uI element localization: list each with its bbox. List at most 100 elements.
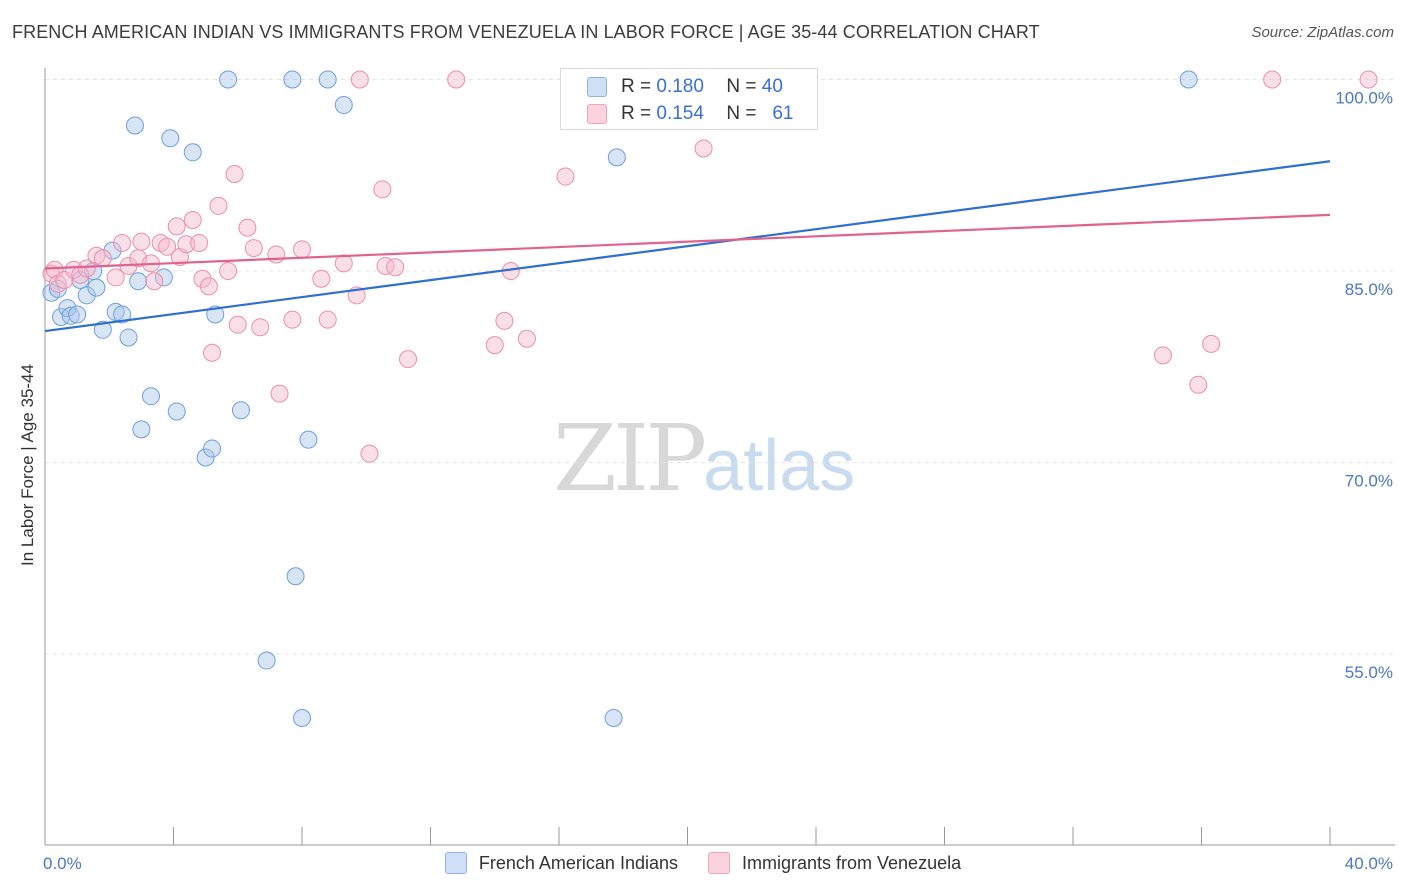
data-point-immigrants-from-venezuela xyxy=(1359,70,1378,89)
data-point-immigrants-from-venezuela xyxy=(267,245,286,264)
series-legend: French American Indians Immigrants from … xyxy=(0,852,1406,874)
y-tick-label: 85.0% xyxy=(1345,280,1393,299)
data-point-immigrants-from-venezuela xyxy=(350,70,369,89)
data-point-immigrants-from-venezuela xyxy=(312,269,331,288)
data-point-french-american-indians xyxy=(87,278,106,297)
data-point-immigrants-from-venezuela xyxy=(225,164,244,183)
x-tick-label: 0.0% xyxy=(43,854,82,873)
legend-label: Immigrants from Venezuela xyxy=(742,852,962,873)
x-tick-label: 40.0% xyxy=(1345,854,1393,873)
stats-legend: R = 0.180 N = 40 R = 0.154 N = 61 xyxy=(560,68,818,130)
data-point-french-american-indians xyxy=(68,305,87,324)
data-point-french-american-indians xyxy=(52,308,71,327)
data-point-immigrants-from-venezuela xyxy=(386,258,405,277)
data-point-immigrants-from-venezuela xyxy=(694,139,713,158)
n-label: N = xyxy=(726,103,757,124)
data-point-french-american-indians xyxy=(257,651,276,670)
data-point-immigrants-from-venezuela xyxy=(106,268,125,287)
data-point-immigrants-from-venezuela xyxy=(193,269,212,288)
legend-label: French American Indians xyxy=(478,852,678,873)
data-point-french-american-indians xyxy=(113,305,132,324)
data-point-french-american-indians xyxy=(142,387,161,406)
n-value: 61 xyxy=(772,103,794,124)
data-point-immigrants-from-venezuela xyxy=(376,256,395,275)
source-label: Source: ZipAtlas.com xyxy=(1251,24,1394,41)
data-point-immigrants-from-venezuela xyxy=(145,272,164,291)
trend-line-immigrants-from-venezuela xyxy=(44,213,1331,270)
n-label: N = xyxy=(726,76,757,97)
data-point-immigrants-from-venezuela xyxy=(93,249,112,268)
data-point-french-american-indians xyxy=(318,70,337,89)
data-point-french-american-indians xyxy=(183,143,202,162)
watermark: ZIPatlas xyxy=(553,405,855,512)
data-point-immigrants-from-venezuela xyxy=(209,196,228,215)
data-point-french-american-indians xyxy=(299,430,318,449)
data-point-french-american-indians xyxy=(119,328,138,347)
data-point-french-american-indians xyxy=(231,401,250,420)
legend-swatch-blue xyxy=(587,77,607,97)
trend-line-french-american-indians xyxy=(44,160,1331,333)
data-point-french-american-indians xyxy=(293,709,311,727)
data-point-french-american-indians xyxy=(1179,70,1198,89)
data-point-french-american-indians xyxy=(71,270,90,289)
data-point-immigrants-from-venezuela xyxy=(293,240,311,259)
data-point-immigrants-from-venezuela xyxy=(167,217,186,236)
r-value: 0.180 xyxy=(656,76,704,97)
r-value: 0.154 xyxy=(656,103,704,124)
data-point-immigrants-from-venezuela xyxy=(183,210,202,229)
data-point-immigrants-from-venezuela xyxy=(158,237,177,256)
data-point-immigrants-from-venezuela xyxy=(318,310,337,329)
data-point-immigrants-from-venezuela xyxy=(495,311,514,330)
data-point-immigrants-from-venezuela xyxy=(399,350,418,369)
data-point-french-american-indians xyxy=(607,148,626,167)
data-point-immigrants-from-venezuela xyxy=(270,384,289,403)
chart-title: FRENCH AMERICAN INDIAN VS IMMIGRANTS FRO… xyxy=(12,22,1040,42)
data-point-french-american-indians xyxy=(125,116,144,135)
data-point-immigrants-from-venezuela xyxy=(485,336,504,355)
data-point-immigrants-from-venezuela xyxy=(283,310,302,329)
data-point-french-american-indians xyxy=(604,709,623,727)
data-point-french-american-indians xyxy=(77,286,96,305)
data-point-immigrants-from-venezuela xyxy=(203,343,222,362)
data-point-french-american-indians xyxy=(132,420,151,439)
data-point-immigrants-from-venezuela xyxy=(1189,375,1208,394)
watermark-atlas: atlas xyxy=(703,426,856,506)
n-value: 40 xyxy=(761,76,783,97)
y-tick-label: 100.0% xyxy=(1335,89,1393,108)
data-point-french-american-indians xyxy=(93,320,112,339)
data-point-french-american-indians xyxy=(154,268,173,287)
data-point-french-american-indians xyxy=(103,241,122,260)
data-point-immigrants-from-venezuela xyxy=(177,235,196,254)
legend-item-french-american-indians[interactable]: French American Indians xyxy=(444,852,678,874)
data-point-immigrants-from-venezuela xyxy=(228,315,247,334)
data-point-immigrants-from-venezuela xyxy=(113,233,132,252)
data-point-immigrants-from-venezuela xyxy=(251,318,270,337)
legend-item-immigrants-from-venezuela[interactable]: Immigrants from Venezuela xyxy=(708,852,961,874)
data-point-immigrants-from-venezuela xyxy=(219,262,238,281)
data-point-immigrants-from-venezuela xyxy=(1263,70,1282,89)
legend-swatch-blue xyxy=(444,852,467,874)
data-point-french-american-indians xyxy=(334,96,353,115)
data-point-immigrants-from-venezuela xyxy=(132,232,151,251)
data-point-french-american-indians xyxy=(283,70,302,89)
data-point-immigrants-from-venezuela xyxy=(447,70,466,89)
data-point-french-american-indians xyxy=(167,402,186,421)
r-label: R = xyxy=(621,103,652,124)
data-point-immigrants-from-venezuela xyxy=(556,167,575,186)
data-point-french-american-indians xyxy=(196,448,215,467)
data-point-french-american-indians xyxy=(61,306,80,325)
stats-legend-row-pink: R = 0.154 N = 61 xyxy=(587,102,793,126)
data-point-french-american-indians xyxy=(161,129,180,148)
watermark-zip: ZIP xyxy=(553,405,707,512)
data-point-immigrants-from-venezuela xyxy=(360,444,379,463)
data-point-immigrants-from-venezuela xyxy=(244,239,263,258)
data-point-french-american-indians xyxy=(129,272,148,291)
data-point-immigrants-from-venezuela xyxy=(517,329,536,348)
y-tick-label: 70.0% xyxy=(1345,472,1393,491)
data-point-immigrants-from-venezuela xyxy=(1153,346,1172,365)
data-point-french-american-indians xyxy=(219,70,238,89)
data-point-immigrants-from-venezuela xyxy=(373,180,392,199)
data-point-french-american-indians xyxy=(203,439,222,458)
legend-swatch-pink xyxy=(587,104,607,124)
